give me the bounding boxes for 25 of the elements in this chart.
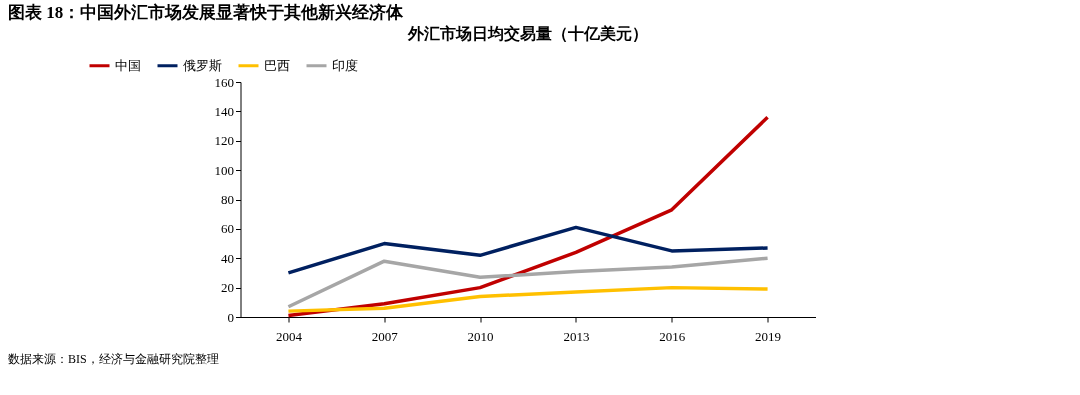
x-tick-label: 2016 [659, 328, 686, 344]
source-note: 数据来源：BIS，经济与金融研究院整理 [8, 352, 219, 366]
x-tick-label: 2019 [755, 328, 782, 344]
y-tick-label: 40 [221, 250, 234, 266]
y-tick-label: 100 [214, 162, 234, 178]
line-series [286, 256, 770, 309]
legend-label: 巴西 [264, 57, 290, 73]
y-tick-label: 140 [214, 103, 234, 119]
y-tick-label: 0 [227, 309, 234, 325]
chart-title: 图表 18：中国外汇市场发展显著快于其他新兴经济体 [8, 3, 405, 22]
y-tick-label: 20 [221, 280, 234, 296]
y-tick-label: 160 [214, 74, 234, 90]
x-tick-label: 2010 [467, 328, 494, 344]
y-tick-label: 80 [221, 192, 234, 207]
line-series [286, 285, 770, 313]
legend-label: 俄罗斯 [183, 57, 222, 73]
legend-label: 印度 [332, 57, 358, 73]
legend-label: 中国 [115, 57, 141, 73]
line-series [286, 225, 770, 275]
chart-subtitle: 外汇市场日均交易量（十亿美元） [407, 24, 648, 43]
y-tick-label: 60 [221, 221, 234, 237]
x-tick-label: 2004 [275, 328, 303, 344]
y-tick-label: 120 [214, 133, 234, 149]
x-tick-label: 2013 [563, 328, 590, 344]
x-tick-label: 2007 [371, 328, 399, 344]
